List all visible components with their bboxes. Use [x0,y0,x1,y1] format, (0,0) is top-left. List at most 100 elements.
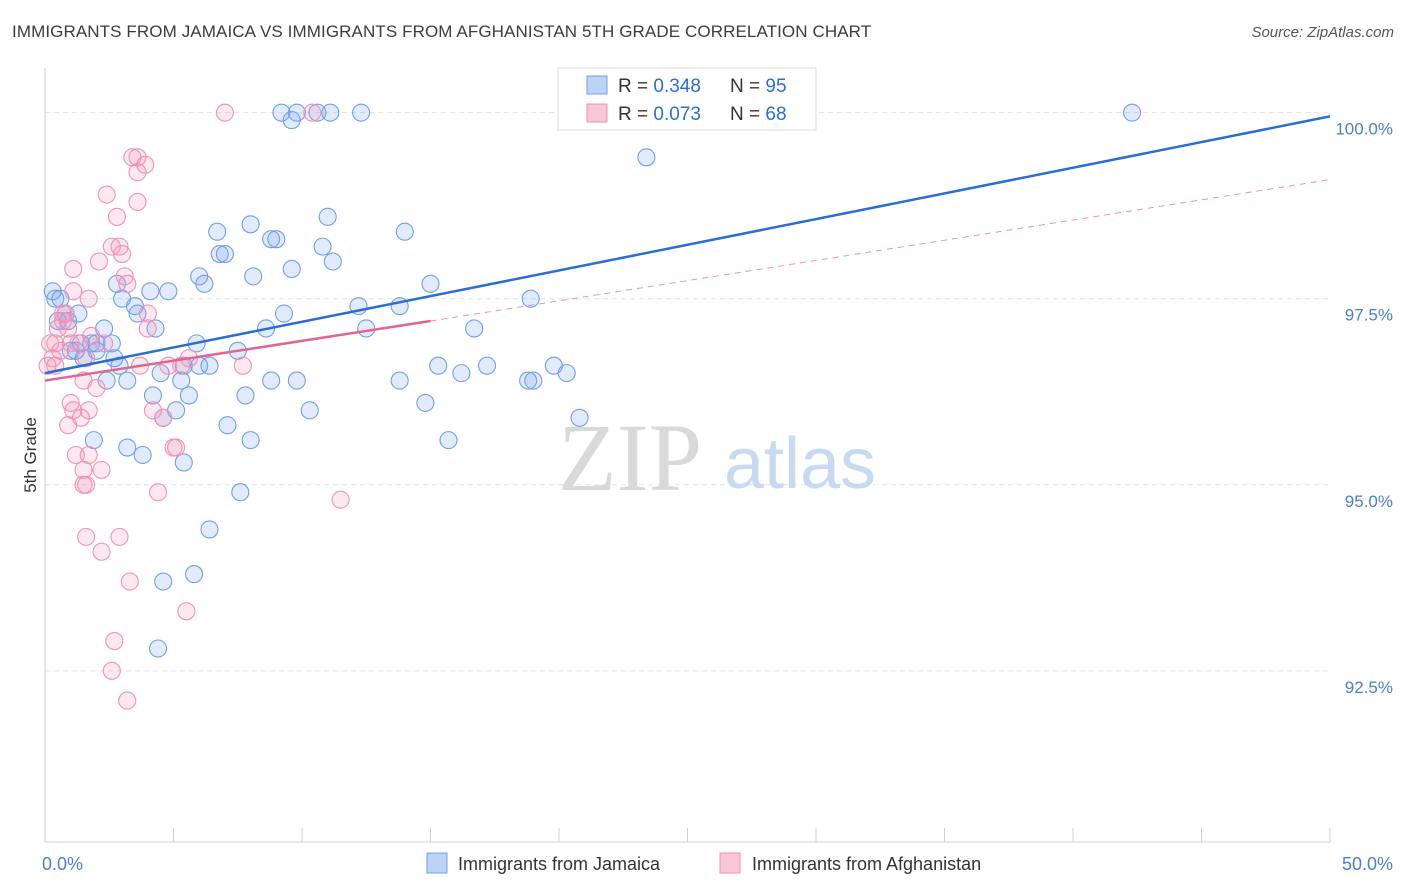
point-afghanistan[interactable] [41,334,60,353]
point-jamaica[interactable] [521,289,540,308]
point-jamaica[interactable] [452,364,471,383]
point-afghanistan[interactable] [215,103,234,122]
point-jamaica[interactable] [208,222,227,241]
legend-swatch-afghanistan[interactable] [719,852,741,874]
point-jamaica[interactable] [200,356,219,375]
point-afghanistan[interactable] [113,245,132,264]
point-afghanistan[interactable] [115,267,134,286]
point-afghanistan[interactable] [177,602,196,621]
point-afghanistan[interactable] [92,542,111,561]
point-afghanistan[interactable] [66,445,85,465]
point-jamaica[interactable] [308,103,327,122]
point-jamaica[interactable] [357,319,376,338]
point-afghanistan[interactable] [128,192,147,212]
point-afghanistan[interactable] [61,334,80,353]
point-jamaica[interactable] [262,371,281,390]
point-jamaica[interactable] [118,371,137,390]
point-jamaica[interactable] [128,304,147,323]
point-jamaica[interactable] [390,371,409,390]
point-jamaica[interactable] [637,148,656,167]
point-jamaica[interactable] [244,267,263,286]
point-jamaica[interactable] [262,230,281,249]
point-jamaica[interactable] [519,371,538,390]
point-jamaica[interactable] [429,356,448,375]
point-afghanistan[interactable] [128,148,147,167]
point-jamaica[interactable] [272,103,291,122]
point-jamaica[interactable] [321,103,340,122]
point-jamaica[interactable] [570,408,589,427]
point-afghanistan[interactable] [89,252,109,271]
point-jamaica[interactable] [195,274,214,293]
point-afghanistan[interactable] [102,237,121,256]
point-jamaica[interactable] [557,364,576,383]
point-jamaica[interactable] [274,304,294,323]
point-afghanistan[interactable] [79,401,98,420]
point-afghanistan[interactable] [128,163,147,182]
point-jamaica[interactable] [465,319,484,338]
point-jamaica[interactable] [200,520,219,539]
point-jamaica[interactable] [267,230,286,249]
point-afghanistan[interactable] [107,207,127,226]
point-jamaica[interactable] [282,259,301,278]
point-afghanistan[interactable] [136,155,155,174]
point-afghanistan[interactable] [87,378,106,398]
point-jamaica[interactable] [241,215,260,234]
point-afghanistan[interactable] [118,274,137,293]
point-jamaica[interactable] [133,445,152,465]
point-afghanistan[interactable] [118,691,137,710]
point-afghanistan[interactable] [79,289,98,308]
point-afghanistan[interactable] [105,632,124,651]
point-afghanistan[interactable] [102,661,121,680]
point-jamaica[interactable] [149,639,168,658]
legend-swatch-jamaica[interactable] [426,852,448,874]
point-afghanistan[interactable] [92,460,111,479]
point-afghanistan[interactable] [64,282,83,301]
point-afghanistan[interactable] [149,483,168,502]
point-afghanistan[interactable] [61,393,80,412]
point-afghanistan[interactable] [77,527,96,546]
point-jamaica[interactable] [210,245,229,264]
point-afghanistan[interactable] [167,438,186,457]
point-afghanistan[interactable] [74,460,93,479]
point-afghanistan[interactable] [43,349,62,368]
point-jamaica[interactable] [241,431,260,450]
point-jamaica[interactable] [352,103,371,122]
point-jamaica[interactable] [439,431,458,450]
point-afghanistan[interactable] [138,319,157,338]
point-jamaica[interactable] [174,453,193,472]
point-afghanistan[interactable] [110,237,129,256]
point-afghanistan[interactable] [77,475,96,494]
point-jamaica[interactable] [146,319,165,338]
point-jamaica[interactable] [236,386,255,405]
point-jamaica[interactable] [300,401,319,420]
point-jamaica[interactable] [159,282,178,301]
point-jamaica[interactable] [477,356,497,375]
point-jamaica[interactable] [421,274,440,293]
point-jamaica[interactable] [524,371,543,390]
point-jamaica[interactable] [215,245,234,264]
point-jamaica[interactable] [218,416,237,435]
point-afghanistan[interactable] [120,572,139,591]
point-afghanistan[interactable] [143,401,162,420]
point-afghanistan[interactable] [303,103,322,122]
point-afghanistan[interactable] [64,259,83,278]
point-jamaica[interactable] [395,222,414,241]
point-jamaica[interactable] [323,252,342,271]
legend-label-afghanistan[interactable]: Immigrants from Afghanistan [752,854,981,874]
point-jamaica[interactable] [179,386,198,405]
point-jamaica[interactable] [287,103,306,122]
point-jamaica[interactable] [313,237,332,256]
point-jamaica[interactable] [172,371,191,390]
point-jamaica[interactable] [1123,103,1142,122]
point-afghanistan[interactable] [53,304,73,323]
point-jamaica[interactable] [151,364,170,383]
legend-label-jamaica[interactable]: Immigrants from Jamaica [458,854,661,874]
point-jamaica[interactable] [46,289,65,308]
point-jamaica[interactable] [416,393,435,412]
point-jamaica[interactable] [143,386,162,405]
point-jamaica[interactable] [69,304,88,323]
point-afghanistan[interactable] [95,334,114,353]
point-afghanistan[interactable] [154,408,173,427]
point-afghanistan[interactable] [138,304,157,323]
point-afghanistan[interactable] [110,527,129,546]
